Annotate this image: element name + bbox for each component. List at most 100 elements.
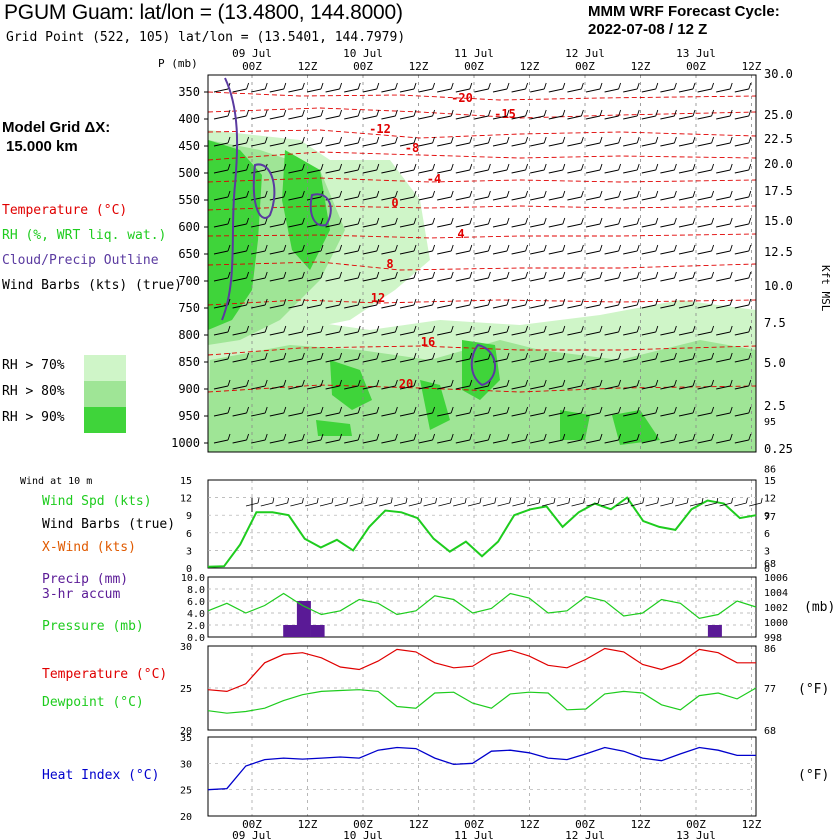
pressure-tick-label: 400 xyxy=(178,112,200,126)
precip-ytick: 2.0 xyxy=(187,621,205,632)
top-hour-label: 12Z xyxy=(298,60,318,73)
wind-barb xyxy=(306,406,324,417)
wind-barb xyxy=(641,298,659,309)
heat-ytick-left: 35 xyxy=(180,733,192,744)
wind-barb xyxy=(734,433,752,444)
wind-barb xyxy=(213,325,231,336)
wind-barb xyxy=(455,433,473,444)
temp-degf-unit: (°F) xyxy=(798,682,830,697)
wind-barb xyxy=(418,325,436,336)
wind-barb xyxy=(511,82,529,93)
wind-barb xyxy=(660,325,677,336)
wind-barb xyxy=(660,244,677,255)
wind-barb-10m xyxy=(438,497,452,507)
wind-barb xyxy=(623,325,640,336)
wind-barb-10m xyxy=(260,497,275,507)
temperature-contour xyxy=(208,107,756,119)
wind-barb xyxy=(251,244,268,255)
wind-barb xyxy=(344,190,361,201)
wind-barb xyxy=(474,352,491,363)
wind-ytick-right: 6 xyxy=(764,529,770,540)
top-hour-label: 12Z xyxy=(520,60,540,73)
cloud-outline xyxy=(252,163,276,219)
wind-barb xyxy=(232,163,250,174)
wind-barb xyxy=(623,379,640,390)
wind-barb xyxy=(325,217,343,228)
wind-barb xyxy=(641,136,659,147)
wind-barb xyxy=(567,217,584,228)
precip-ytick: 6.0 xyxy=(187,597,205,608)
bottom-date-label: 11 Jul xyxy=(454,829,494,840)
wind-barb-10m xyxy=(275,497,289,507)
wind-barb xyxy=(232,352,250,363)
temperature-contour-label: -12 xyxy=(369,122,391,136)
wind-barb xyxy=(697,136,715,147)
wind-barb xyxy=(344,271,361,282)
wind-barb xyxy=(288,163,305,174)
wind-barb xyxy=(362,163,380,174)
wind-barb-10m xyxy=(379,497,393,507)
legend-temperature: Temperature (°C) xyxy=(2,203,128,218)
wind-barb xyxy=(232,271,250,282)
temperature-contour-label: 20 xyxy=(399,377,413,391)
wind-barb xyxy=(269,109,287,120)
wind-barb xyxy=(288,298,305,309)
wind-barb-10m xyxy=(408,497,423,507)
wind-barb xyxy=(604,217,622,228)
wind-barb xyxy=(697,271,715,282)
wind-barb xyxy=(344,244,361,255)
wind-barb xyxy=(362,271,380,282)
wind-barb xyxy=(362,352,380,363)
forecast-cycle-label: MMM WRF Forecast Cycle: xyxy=(588,3,780,20)
wind-barb xyxy=(697,217,715,228)
precip-bar xyxy=(310,625,325,637)
wind-barb xyxy=(511,244,529,255)
wind-barb xyxy=(548,163,566,174)
wind-barb xyxy=(623,136,640,147)
bottom-hour-label: 12Z xyxy=(520,818,540,831)
wind-barb-10m xyxy=(556,497,571,507)
wind-barb xyxy=(399,109,417,120)
grid-point-info: Grid Point (522, 105) lat/lon = (13.5401… xyxy=(6,30,406,45)
wind-barb xyxy=(288,271,305,282)
wind-barb xyxy=(660,433,677,444)
wind-barb xyxy=(530,163,547,174)
wind-barb xyxy=(716,298,733,309)
wind-barb xyxy=(288,406,305,417)
rh80-swatch xyxy=(84,381,126,407)
top-hour-label: 12Z xyxy=(631,60,651,73)
wind-barb-10m xyxy=(334,497,349,507)
wind-barb xyxy=(678,352,696,363)
wind-barb xyxy=(604,109,622,120)
top-hour-label: 00Z xyxy=(464,60,484,73)
wind-barb xyxy=(455,109,473,120)
wind-barb xyxy=(213,190,231,201)
wind-barb xyxy=(492,325,510,336)
wind-ytick-left: 6 xyxy=(186,529,192,540)
temperature-contour xyxy=(208,177,756,183)
wind-barb-10m xyxy=(734,497,748,507)
height-tick-label: 30.0 xyxy=(764,67,793,81)
wind-barb xyxy=(660,82,677,93)
temperature-contour-label: 16 xyxy=(421,335,435,349)
temperature-contour xyxy=(208,299,756,306)
wind-barb xyxy=(511,379,529,390)
wind-barb xyxy=(418,433,436,444)
wind-barb xyxy=(530,271,547,282)
wind-ytick-left: 12 xyxy=(180,494,192,505)
wind-barb xyxy=(585,379,603,390)
wind-barb xyxy=(399,271,417,282)
wind-barb xyxy=(455,379,473,390)
wind-barb xyxy=(288,109,305,120)
rh80-label: RH > 80% xyxy=(2,384,65,399)
wind-barb xyxy=(418,298,436,309)
bottom-hour-label: 00Z xyxy=(242,818,262,831)
wind-barb-10m xyxy=(319,497,334,507)
wind-barb xyxy=(530,82,547,93)
wind-barb xyxy=(530,109,547,120)
wind-barb xyxy=(585,244,603,255)
wind-barb xyxy=(306,163,324,174)
wind-barb xyxy=(344,352,361,363)
wind-barb xyxy=(530,325,547,336)
wind-barb xyxy=(399,352,417,363)
